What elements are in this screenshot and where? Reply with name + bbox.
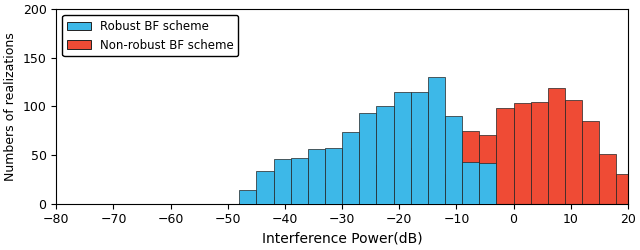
Bar [273,197,291,203]
Bar [565,100,582,204]
Bar [308,191,325,203]
Bar [257,201,273,203]
Bar [513,104,531,204]
Bar [531,102,548,204]
Bar [497,108,513,204]
Bar [428,77,445,203]
Bar [342,132,359,204]
Bar [394,92,411,204]
Bar [239,202,257,203]
Bar [376,106,394,204]
Bar [479,163,497,203]
Bar [462,131,479,204]
Bar [308,149,325,204]
Bar [462,162,479,203]
Bar [599,154,616,204]
Bar [428,174,445,204]
Bar [257,170,273,203]
Bar [325,183,342,204]
Bar [342,180,359,204]
Bar [411,148,428,204]
Bar [479,134,497,203]
Bar [291,194,308,203]
Bar [548,88,565,204]
Bar [616,174,634,204]
Y-axis label: Numbers of realizations: Numbers of realizations [4,32,17,181]
Bar [445,175,462,204]
Bar [325,148,342,204]
Bar [394,150,411,204]
Bar [239,190,257,203]
X-axis label: Interference Power(dB): Interference Power(dB) [262,232,422,246]
Bar [376,165,394,203]
Bar [582,121,599,204]
Bar [445,116,462,204]
Bar [291,158,308,204]
Legend: Robust BF scheme, Non-robust BF scheme: Robust BF scheme, Non-robust BF scheme [62,15,239,56]
Bar [359,179,376,204]
Bar [359,113,376,204]
Bar [273,159,291,204]
Bar [411,92,428,204]
Bar [634,199,640,203]
